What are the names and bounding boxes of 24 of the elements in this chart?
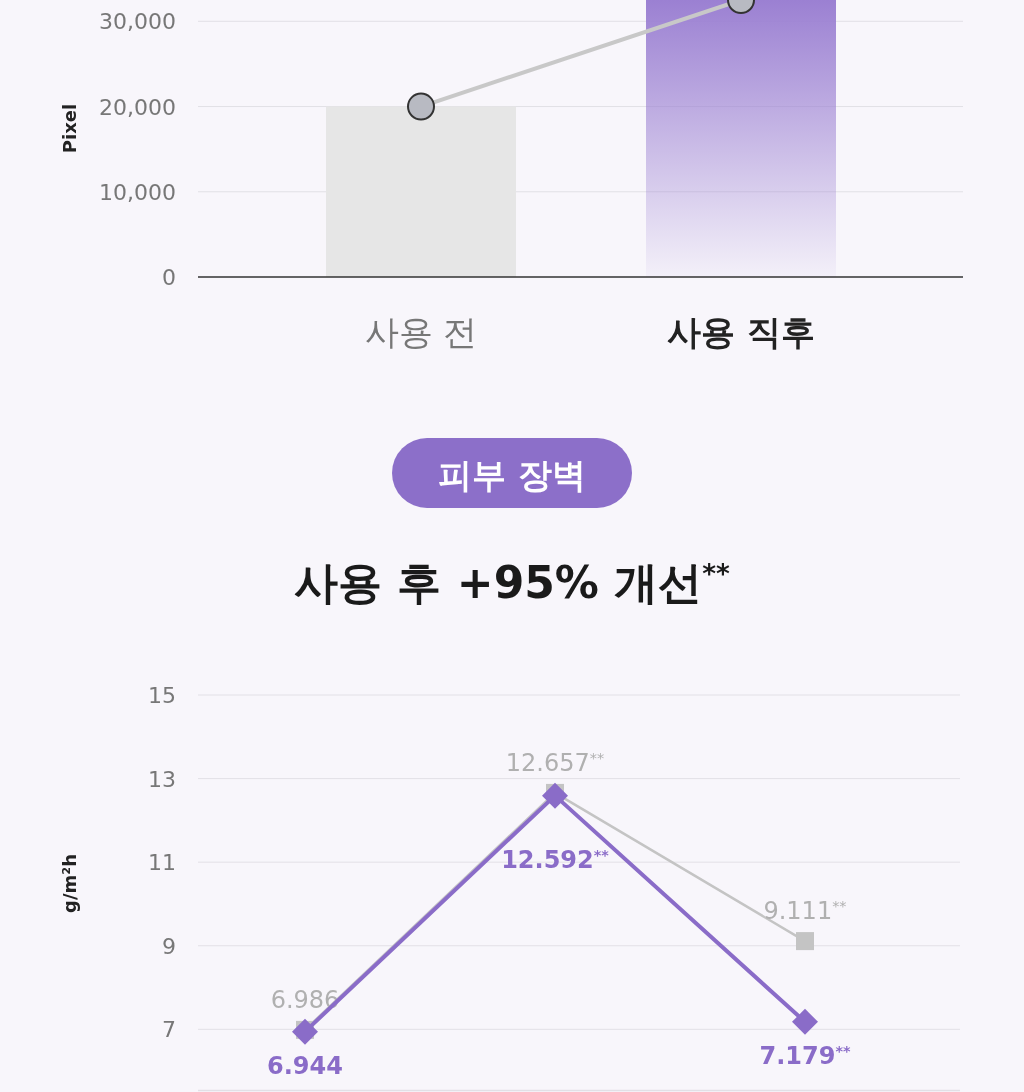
data-label: 6.944 — [267, 1051, 343, 1080]
y-tick-label: 9 — [162, 933, 176, 959]
y-tick-label: 0 — [162, 265, 176, 290]
point — [796, 932, 814, 951]
data-label: 12.592$^{**}$ — [501, 845, 610, 874]
y-tick-label: 30,000 — [99, 9, 176, 35]
x-tick-label: 사용 전 — [364, 312, 478, 352]
y-axis-title: g/m²h — [59, 854, 80, 913]
point — [542, 782, 568, 809]
data-label: 7.179$^{**}$ — [759, 1041, 851, 1070]
y-tick-label: 15 — [148, 683, 176, 708]
point — [792, 1008, 818, 1035]
y-tick-label: 13 — [148, 766, 176, 792]
chart-title: 사용 후 +95% 개선$^{**}$ — [294, 557, 731, 608]
y-tick-label: 7 — [162, 1017, 176, 1043]
y-tick-label: 11 — [148, 850, 176, 876]
data-label: 12.657$^{**}$ — [505, 748, 605, 777]
data-label: 9.111$^{**}$ — [763, 897, 847, 926]
y-tick-label: 20,000 — [99, 94, 176, 120]
y-axis-title: Pixel — [59, 103, 80, 154]
text: 피부 장벽 — [438, 455, 586, 495]
y-tick-label: 10,000 — [99, 179, 176, 205]
x-tick-label: 사용 직후 — [667, 312, 815, 352]
point — [292, 1018, 318, 1045]
